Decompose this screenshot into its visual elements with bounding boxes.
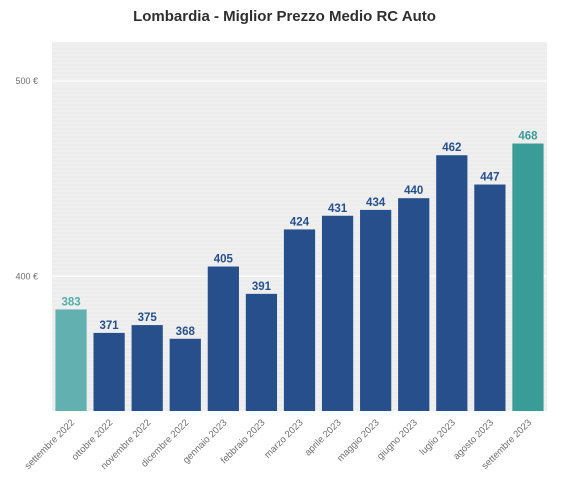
x-tick-label: settembre 2022 xyxy=(23,417,77,471)
bar-value-label: 447 xyxy=(480,172,499,184)
bar xyxy=(93,332,125,411)
x-tick-label: marzo 2023 xyxy=(262,417,305,460)
bar-value-label: 462 xyxy=(442,142,461,154)
x-tick-label: giugno 2023 xyxy=(375,417,420,462)
y-tick-label: 500 € xyxy=(15,76,38,86)
bar-value-label: 431 xyxy=(328,203,348,215)
bar xyxy=(207,266,239,411)
bar xyxy=(474,184,506,411)
bar xyxy=(131,325,163,411)
x-tick-label: luglio 2023 xyxy=(418,417,458,457)
y-tick-label: 400 € xyxy=(15,271,38,281)
bar-value-label: 383 xyxy=(61,296,80,308)
bar-value-label: 391 xyxy=(252,281,272,293)
bar-value-label: 405 xyxy=(214,254,234,266)
bar xyxy=(360,209,392,411)
bar-value-label: 371 xyxy=(100,320,120,332)
bar-value-label: 424 xyxy=(290,216,310,228)
bar xyxy=(398,198,430,411)
x-tick-label: aprile 2023 xyxy=(303,417,344,458)
bar-value-label: 434 xyxy=(366,197,386,209)
bar xyxy=(283,229,316,411)
bar-value-label: 375 xyxy=(138,312,158,324)
bar-value-label: 368 xyxy=(176,326,196,338)
chart-title: Lombardia - Miglior Prezzo Medio RC Auto xyxy=(133,8,436,25)
bar-value-label: 468 xyxy=(518,131,538,143)
bar xyxy=(55,309,87,411)
bar xyxy=(436,155,468,411)
bar xyxy=(321,215,354,411)
bar xyxy=(512,143,544,411)
bar xyxy=(245,293,278,411)
bar xyxy=(169,338,201,411)
bar-value-label: 440 xyxy=(404,185,423,197)
